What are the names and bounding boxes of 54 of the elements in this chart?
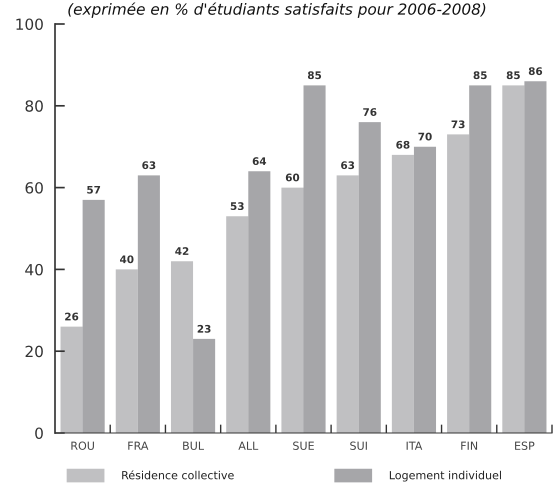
bar	[392, 154, 414, 433]
bar	[447, 134, 470, 433]
x-tick-label: FRA	[128, 442, 148, 450]
data-label: 53	[230, 202, 244, 210]
data-label: 40	[120, 255, 134, 264]
legend-label: Résidence collective	[122, 470, 234, 480]
x-tick-label: FIN	[461, 442, 478, 450]
bar	[193, 338, 216, 433]
y-tick-label: 0	[35, 427, 43, 440]
bar	[82, 200, 105, 433]
x-tick-label: SUI	[350, 442, 367, 450]
data-label: 70	[418, 132, 432, 141]
bar	[281, 188, 304, 433]
data-label: 64	[252, 157, 266, 166]
bar	[226, 216, 248, 433]
bar	[469, 85, 492, 433]
data-label: 86	[528, 67, 542, 76]
data-label: 68	[396, 140, 410, 149]
legend-label: Logement individuel	[390, 470, 501, 482]
bar	[60, 326, 83, 433]
bar	[336, 175, 359, 433]
data-label: 26	[65, 312, 78, 320]
bar	[170, 261, 194, 433]
data-label: 76	[363, 108, 376, 116]
bar	[414, 146, 436, 433]
bar	[502, 85, 524, 433]
data-label: 63	[142, 161, 156, 170]
x-tick-label: ALL	[238, 442, 258, 450]
y-tick-label: 20	[26, 346, 43, 358]
x-tick-label: BUL	[183, 442, 204, 450]
bar	[138, 175, 160, 433]
data-label: 73	[452, 120, 465, 128]
data-label: 42	[175, 247, 188, 255]
chart-title: (exprimée en % d'étudiants satisfaits pour 2006-2008)	[68, 2, 486, 18]
bar	[524, 81, 546, 433]
data-label: 23	[198, 324, 211, 333]
bar	[304, 85, 326, 433]
data-label: 85	[308, 71, 322, 80]
data-label: 57	[87, 186, 100, 194]
data-label: 85	[474, 71, 487, 80]
y-tick-label: 60	[26, 182, 43, 194]
data-label: 60	[286, 174, 300, 182]
x-tick-label: ESP	[515, 442, 534, 450]
y-tick-label: 100	[16, 18, 43, 30]
bar	[358, 122, 381, 433]
x-tick-label: ITA	[406, 442, 422, 450]
bar	[116, 269, 138, 433]
data-label: 85	[506, 71, 520, 80]
bar	[248, 171, 270, 433]
y-tick-label: 80	[25, 100, 43, 112]
x-tick-label: ROU	[71, 442, 94, 450]
x-tick-label: SUE	[293, 442, 314, 450]
data-label: 63	[341, 161, 354, 170]
y-tick-label: 40	[25, 264, 43, 276]
